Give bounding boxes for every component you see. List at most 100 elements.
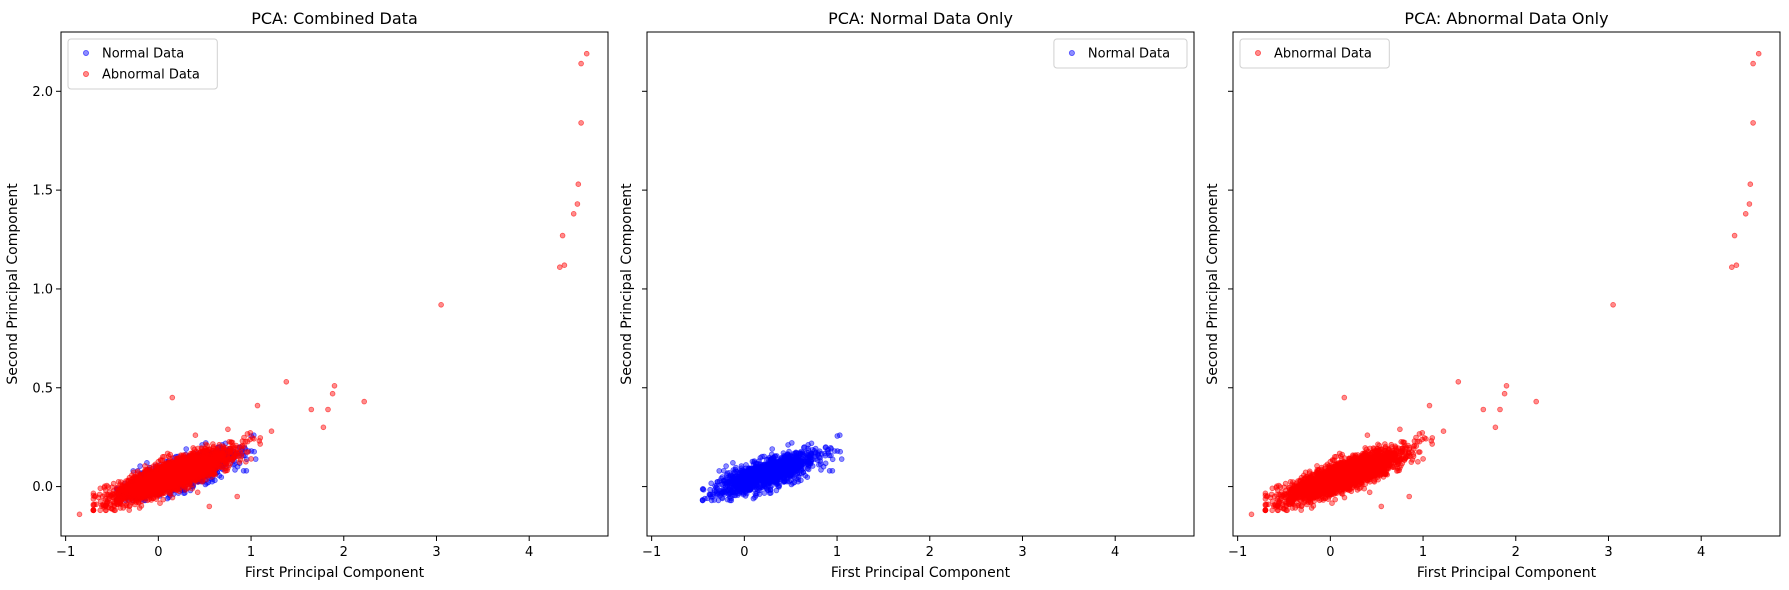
legend-marker xyxy=(83,50,90,57)
data-point xyxy=(91,501,98,508)
data-point xyxy=(223,460,229,467)
data-point xyxy=(76,511,83,518)
data-point xyxy=(192,432,199,439)
x-tick-label: 2 xyxy=(340,545,348,560)
legend: Normal Data Abnormal Data xyxy=(67,38,218,90)
data-point xyxy=(578,120,584,126)
y-tick-label: 2.0 xyxy=(32,85,53,100)
x-tick-label: 0 xyxy=(154,545,162,560)
data-point xyxy=(171,472,177,479)
data-point xyxy=(257,441,264,447)
data-point xyxy=(144,459,150,466)
data-point xyxy=(219,451,225,457)
data-point xyxy=(176,462,182,469)
data-point xyxy=(174,455,181,462)
data-point xyxy=(113,490,120,497)
x-tick-label: 3 xyxy=(432,545,440,560)
data-point xyxy=(181,454,188,461)
data-point xyxy=(837,448,843,455)
scatter-points xyxy=(76,50,590,518)
y-tick-label: 1.0 xyxy=(32,282,53,297)
data-point xyxy=(225,426,231,433)
data-point xyxy=(213,447,220,453)
data-point xyxy=(212,451,218,458)
y-tick-label: 0.0 xyxy=(32,480,53,495)
data-point xyxy=(143,473,149,480)
data-point xyxy=(583,50,590,57)
data-point xyxy=(188,460,194,467)
data-point xyxy=(161,453,167,460)
data-point xyxy=(239,446,245,452)
data-point xyxy=(137,463,143,469)
data-point xyxy=(556,264,563,271)
data-point xyxy=(167,451,174,458)
data-point xyxy=(240,467,247,474)
data-point xyxy=(141,494,148,501)
data-point xyxy=(325,406,331,413)
legend-label: Normal Data xyxy=(102,47,184,62)
data-point xyxy=(117,500,124,507)
data-point xyxy=(329,390,336,397)
data-point xyxy=(320,424,327,431)
data-point xyxy=(361,398,368,405)
data-point xyxy=(169,480,176,487)
data-point xyxy=(206,446,213,452)
data-point xyxy=(234,493,241,500)
data-point xyxy=(226,438,233,445)
data-point xyxy=(132,473,139,480)
data-point xyxy=(122,502,129,509)
data-point xyxy=(129,479,135,485)
data-point xyxy=(248,456,254,462)
data-point xyxy=(184,472,191,479)
data-point xyxy=(106,495,113,501)
data-point xyxy=(175,481,181,488)
y-tick-label: 1.5 xyxy=(32,184,53,199)
data-point xyxy=(574,201,581,207)
data-point xyxy=(268,428,275,435)
data-point xyxy=(111,502,117,509)
data-point xyxy=(195,445,201,452)
data-point xyxy=(189,466,195,472)
data-point xyxy=(218,474,225,481)
data-point xyxy=(136,493,143,500)
data-point xyxy=(206,503,213,510)
data-point xyxy=(142,463,148,469)
data-point xyxy=(236,459,243,465)
data-point xyxy=(243,458,249,465)
data-point xyxy=(130,488,137,495)
data-point xyxy=(438,301,444,308)
data-point xyxy=(308,406,315,413)
data-point xyxy=(194,489,201,496)
data-point xyxy=(205,468,211,475)
data-point xyxy=(203,441,209,448)
legend-marker xyxy=(83,71,90,78)
x-axis-label: First Principal Component xyxy=(245,565,425,581)
x-tick-label: −1 xyxy=(56,545,75,560)
data-point xyxy=(234,463,241,470)
data-point xyxy=(331,382,338,389)
data-point xyxy=(575,181,582,188)
x-tick-label: 1 xyxy=(247,545,255,560)
data-point xyxy=(183,446,190,452)
data-point xyxy=(194,468,200,475)
data-point xyxy=(176,470,183,476)
data-point xyxy=(252,456,259,462)
data-point xyxy=(134,468,141,475)
data-point xyxy=(192,475,199,482)
data-point xyxy=(251,448,258,455)
data-point xyxy=(118,479,124,485)
data-point xyxy=(211,459,218,466)
data-point xyxy=(102,502,109,509)
data-point xyxy=(141,482,147,489)
legend-label: Abnormal Data xyxy=(102,68,200,83)
data-point xyxy=(189,485,196,492)
data-point xyxy=(578,60,584,67)
data-point xyxy=(165,469,172,476)
data-point xyxy=(211,468,218,475)
data-point xyxy=(730,459,736,466)
data-point xyxy=(224,467,231,474)
data-point xyxy=(559,232,566,239)
data-point xyxy=(199,463,206,469)
data-point xyxy=(161,475,168,482)
